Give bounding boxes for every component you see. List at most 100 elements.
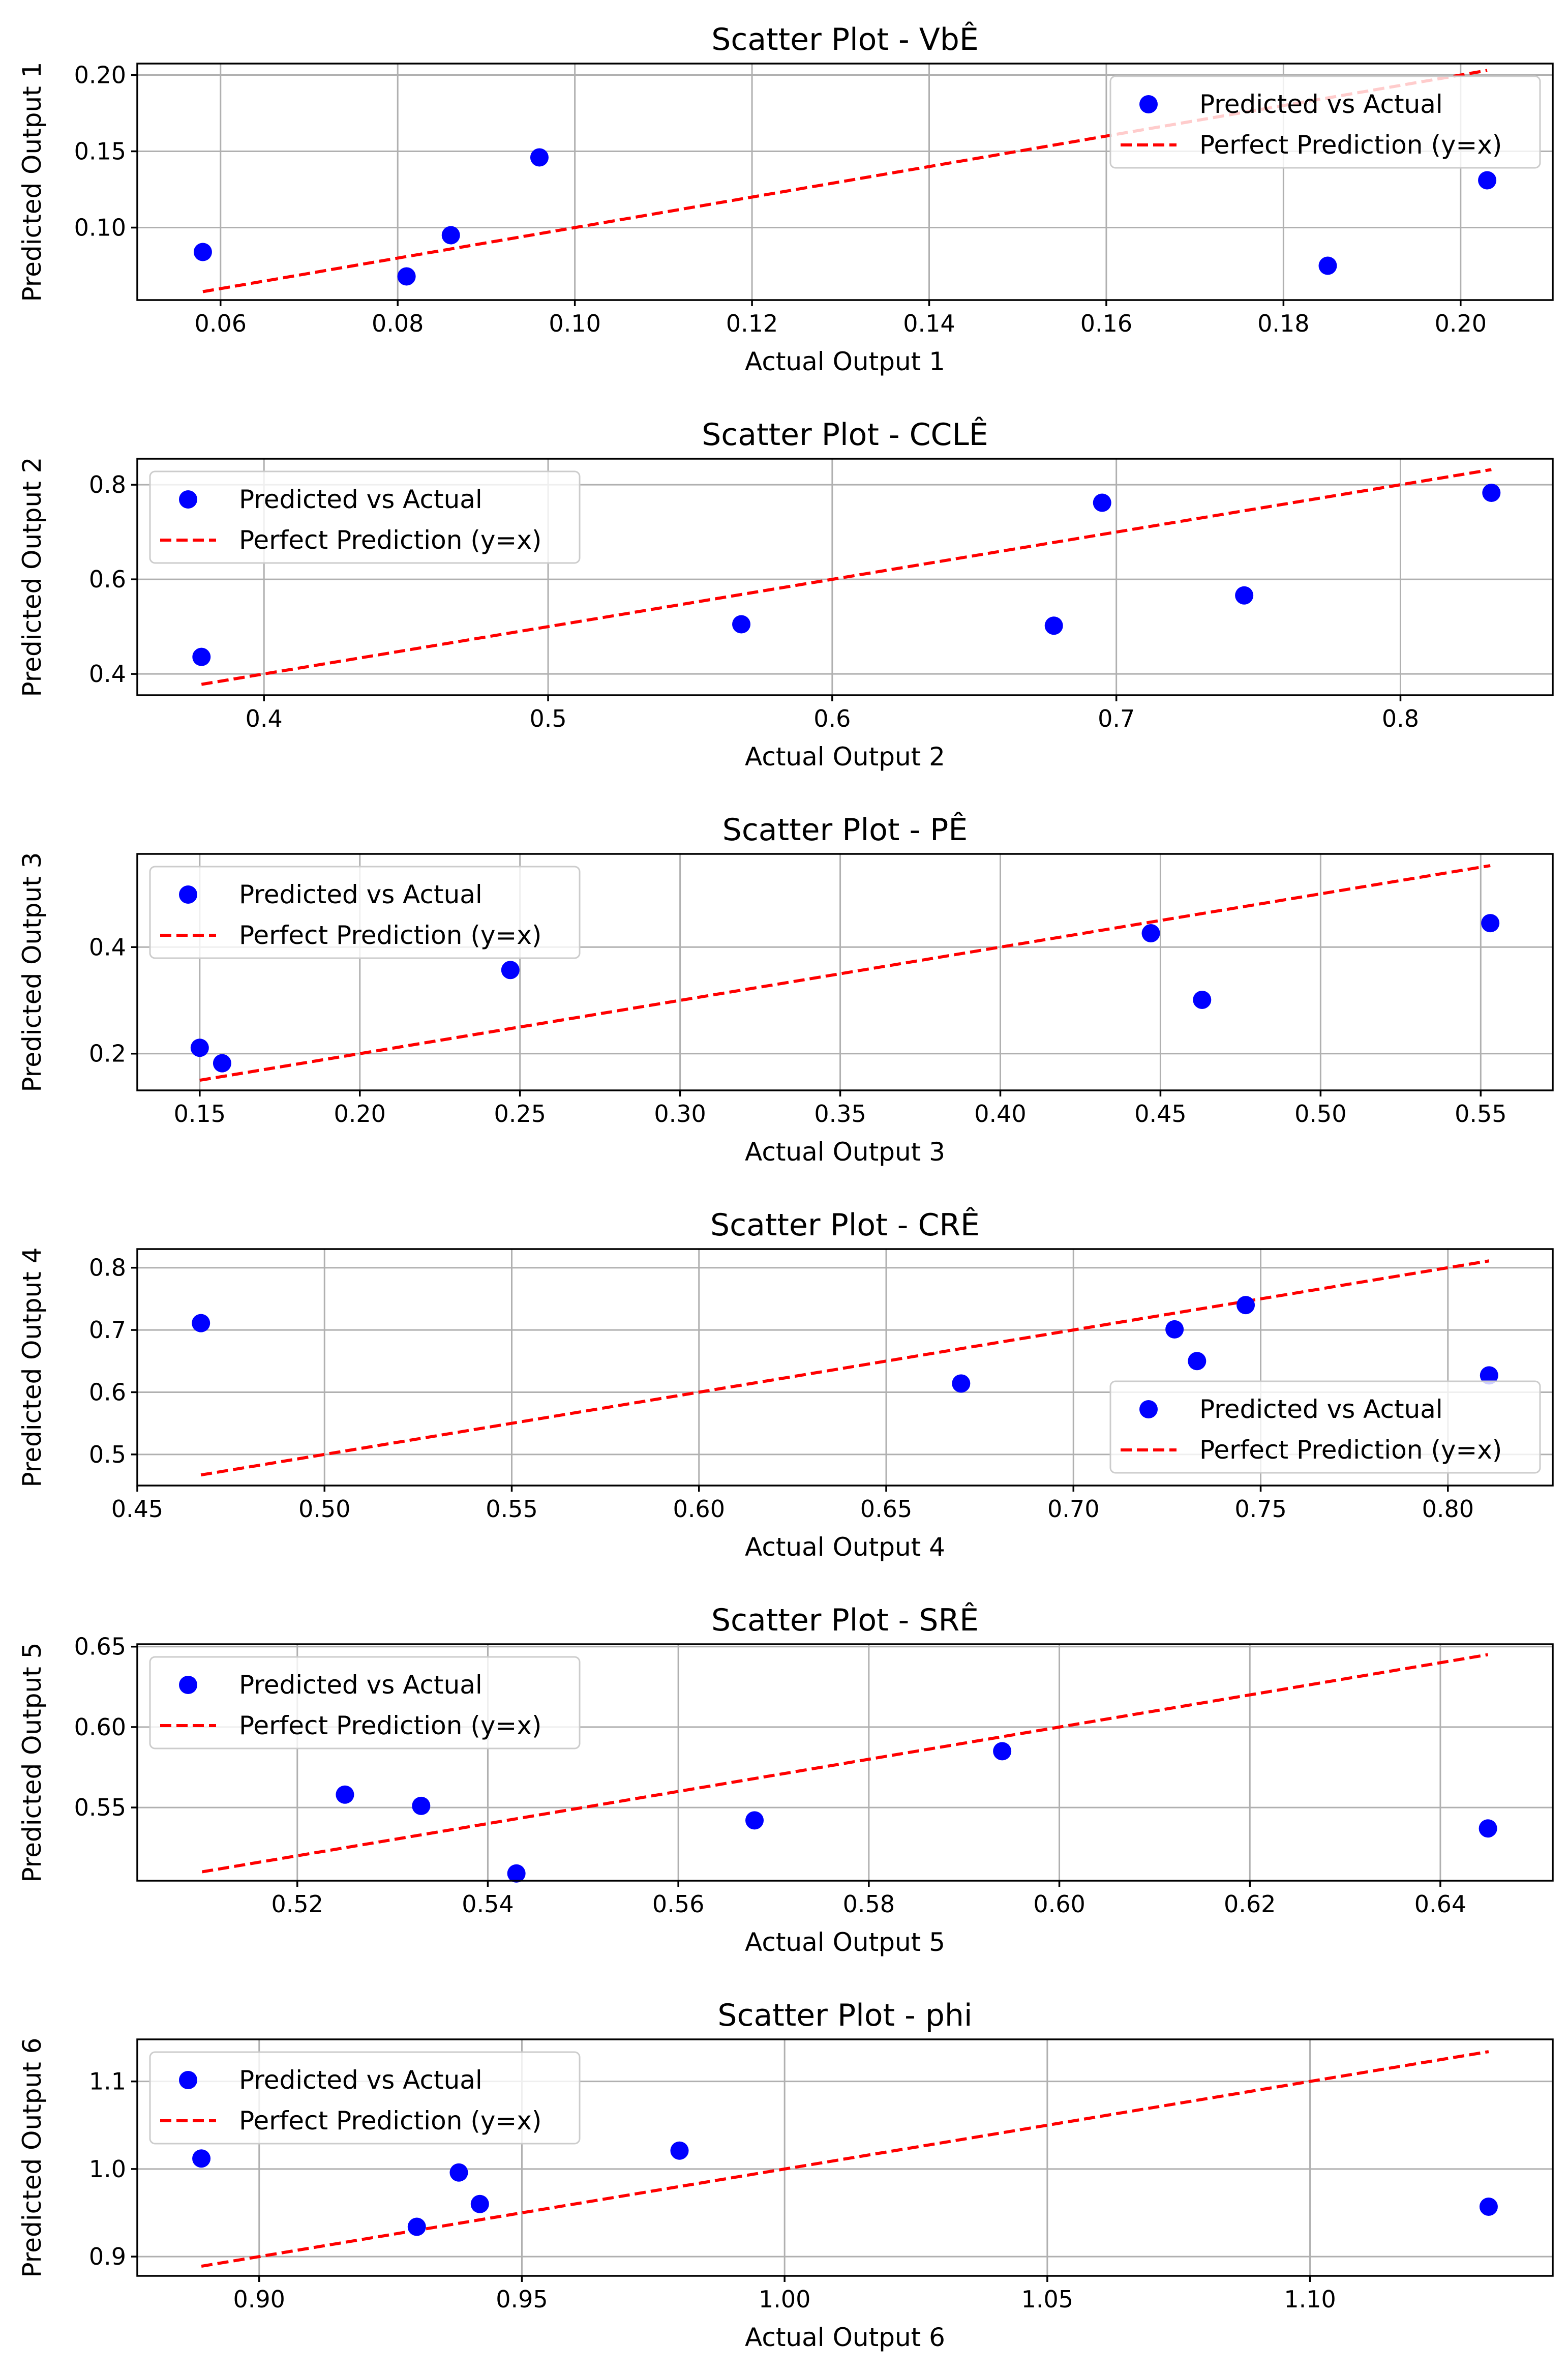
x-tick-label: 0.56 [652, 1890, 704, 1918]
x-axis-label: Actual Output 6 [745, 2323, 945, 2352]
data-point [670, 2141, 689, 2160]
data-point [530, 148, 549, 167]
y-axis-label: Predicted Output 5 [17, 1643, 47, 1883]
x-tick-label: 0.30 [654, 1100, 706, 1128]
y-tick-label: 0.60 [74, 1713, 126, 1741]
perfect-prediction-line [202, 69, 1488, 293]
data-point [470, 2194, 489, 2213]
perfect-prediction-line [201, 1653, 1489, 1874]
x-tick-label: 0.52 [272, 1890, 323, 1918]
plot-frame [136, 2038, 1554, 2277]
legend-label-perfect: Perfect Prediction (y=x) [239, 525, 541, 555]
y-tick-label: 0.8 [89, 471, 126, 498]
plot-frame [136, 458, 1554, 696]
y-tick-label: 1.0 [89, 2155, 126, 2183]
x-tick-label: 0.7 [1098, 705, 1135, 732]
data-point [192, 1314, 210, 1332]
plot-frame [136, 63, 1554, 301]
legend-label-predicted: Predicted vs Actual [239, 485, 483, 514]
x-tick-label: 0.25 [494, 1100, 546, 1128]
x-tick-label: 0.06 [195, 310, 247, 337]
y-tick-label: 0.8 [89, 1254, 126, 1282]
y-tick-label: 0.2 [89, 1040, 126, 1067]
y-tick-label: 0.6 [89, 566, 126, 593]
legend: Predicted vs Actual Perfect Prediction (y… [149, 470, 581, 564]
legend-point-marker [179, 1676, 197, 1694]
y-tick-label: 0.7 [89, 1316, 126, 1344]
x-tick-label: 0.70 [1047, 1495, 1099, 1523]
x-tick-label: 0.35 [814, 1100, 866, 1128]
x-tick-label: 0.15 [174, 1100, 226, 1128]
legend-label-predicted: Predicted vs Actual [239, 880, 483, 909]
y-axis-label: Predicted Output 3 [17, 852, 47, 1092]
x-tick-label: 0.50 [1294, 1100, 1346, 1128]
data-point [441, 226, 460, 245]
x-tick-label: 1.05 [1021, 2286, 1073, 2313]
plot-frame [136, 1643, 1554, 1882]
data-point [397, 267, 416, 286]
x-tick-label: 0.18 [1257, 310, 1309, 337]
x-tick-label: 0.64 [1414, 1890, 1466, 1918]
x-tick-label: 0.6 [813, 705, 851, 732]
perfect-prediction-line [201, 468, 1492, 686]
legend-point-marker [179, 885, 197, 904]
legend-frame [149, 470, 581, 564]
y-tick-label: 0.20 [74, 62, 126, 89]
y-tick-label: 0.15 [74, 138, 126, 165]
scatter-panel-2: 0.4 0.5 0.6 0.7 0.8 0.4 0.6 0.8 Scatter Plot - C… [17, 416, 1554, 772]
x-axis-label: Actual Output 3 [745, 1137, 945, 1167]
scatter-panel-3: 0.15 0.20 0.25 0.30 0.35 0.40 0.45 0.50 0.55 0.2 0… [17, 811, 1554, 1167]
data-point [213, 1054, 231, 1073]
data-point [1093, 493, 1111, 512]
x-tick-label: 0.55 [486, 1495, 537, 1523]
legend-label-predicted: Predicted vs Actual [1199, 90, 1443, 119]
x-tick-label: 0.16 [1080, 310, 1132, 337]
legend-label-perfect: Perfect Prediction (y=x) [239, 1711, 541, 1740]
data-point [1482, 483, 1501, 502]
data-point [1237, 1296, 1255, 1315]
scatter-panel-5: 0.52 0.54 0.56 0.58 0.60 0.62 0.64 0.55 0.60 0.65… [17, 1601, 1554, 1957]
legend: Predicted vs Actual Perfect Prediction (y… [149, 2051, 581, 2145]
legend-label-predicted: Predicted vs Actual [1199, 1395, 1443, 1424]
data-point [501, 961, 520, 980]
chart-title: Scatter Plot - PÊ [722, 811, 968, 848]
y-axis-label: Predicted Output 1 [17, 62, 47, 302]
x-tick-label: 0.58 [843, 1890, 895, 1918]
legend-frame [149, 2051, 581, 2145]
perfect-prediction-line [200, 1259, 1490, 1477]
x-axis-label: Actual Output 2 [745, 742, 945, 772]
legend-point-marker [179, 490, 197, 509]
x-tick-label: 0.14 [903, 310, 955, 337]
x-tick-label: 0.55 [1455, 1100, 1506, 1128]
y-tick-label: 0.9 [89, 2243, 126, 2270]
legend-point-marker [1139, 95, 1158, 113]
x-tick-label: 1.00 [759, 2286, 810, 2313]
grid-lines [137, 1644, 1553, 1881]
x-tick-label: 0.50 [298, 1495, 350, 1523]
x-tick-label: 0.54 [462, 1890, 514, 1918]
data-point [192, 2149, 211, 2168]
data-point [745, 1811, 764, 1830]
chart-title: Scatter Plot - VbÊ [711, 21, 978, 57]
x-tick-label: 0.5 [529, 705, 566, 732]
legend-point-marker [179, 2071, 197, 2089]
data-point [1481, 914, 1500, 933]
x-tick-label: 0.45 [111, 1495, 163, 1523]
data-point [1193, 990, 1212, 1009]
y-tick-label: 0.10 [74, 214, 126, 242]
x-tick-label: 0.10 [549, 310, 600, 337]
legend-frame [149, 1656, 581, 1749]
x-tick-label: 0.62 [1224, 1890, 1276, 1918]
legend: Predicted vs Actual Perfect Prediction (y… [1109, 75, 1541, 169]
x-axis-label: Actual Output 4 [745, 1532, 945, 1562]
x-tick-label: 0.20 [334, 1100, 386, 1128]
legend-label-predicted: Predicted vs Actual [239, 2065, 483, 2095]
legend-label-predicted: Predicted vs Actual [239, 1670, 483, 1700]
x-axis-label: Actual Output 5 [745, 1927, 945, 1957]
x-tick-label: 0.95 [496, 2286, 548, 2313]
chart-title: Scatter Plot - phi [717, 1998, 972, 2033]
x-tick-label: 0.60 [673, 1495, 725, 1523]
y-tick-label: 0.6 [89, 1378, 126, 1406]
x-axis-label: Actual Output 1 [745, 347, 945, 376]
